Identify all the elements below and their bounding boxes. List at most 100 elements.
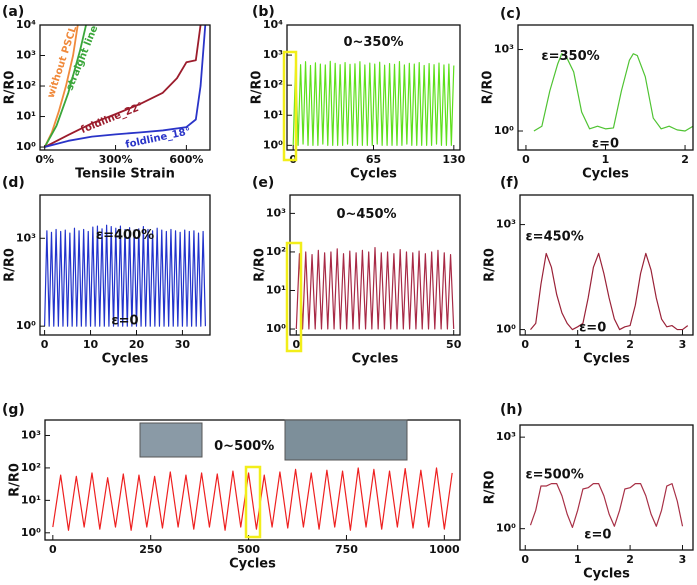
annotation: 0~350% xyxy=(343,35,403,50)
x-tick-label: 600% xyxy=(169,153,203,166)
x-tick-label: 1 xyxy=(574,553,582,566)
annotation: ε=0 xyxy=(584,528,611,543)
annotation: ε=0 xyxy=(111,314,138,329)
x-axis-label: Cycles xyxy=(350,167,397,182)
x-tick-label: 750 xyxy=(335,543,358,556)
x-axis-label: Cycles xyxy=(583,567,630,582)
annotation: ε=0 xyxy=(579,321,606,336)
plot-frame xyxy=(44,419,461,541)
y-tick-label: 10³ xyxy=(494,43,514,56)
y-tick-label: 10³ xyxy=(16,49,36,62)
annotation: ε=350% xyxy=(541,49,599,64)
highlight-box xyxy=(244,465,262,539)
y-tick-label: 10³ xyxy=(266,206,286,219)
y-axis-label: R/R0 xyxy=(481,71,496,105)
y-tick-label: 10³ xyxy=(496,218,516,231)
y-tick-label: 10⁰ xyxy=(494,124,514,137)
highlight-box xyxy=(285,241,303,353)
annotation: ε=0 xyxy=(592,136,619,151)
series-line xyxy=(44,25,207,148)
y-axis-label: R/R0 xyxy=(3,71,18,105)
series-line xyxy=(533,53,693,132)
x-tick-label: 300% xyxy=(99,153,133,166)
panel-label: (g) xyxy=(2,402,25,418)
y-axis-label: R/R0 xyxy=(483,248,498,282)
y-tick-label: 10³ xyxy=(496,430,516,443)
y-tick-label: 10² xyxy=(21,461,41,474)
x-tick-label: 500 xyxy=(237,543,260,556)
y-tick-label: 10⁴ xyxy=(263,18,283,31)
photo xyxy=(284,419,408,461)
panel-label: (e) xyxy=(252,175,274,191)
series-line xyxy=(44,25,202,148)
y-axis-label: R/R0 xyxy=(483,471,498,505)
y-tick-label: 10⁰ xyxy=(496,323,516,336)
y-tick-label: 10³ xyxy=(16,231,36,244)
y-tick-label: 10⁰ xyxy=(21,526,41,539)
y-tick-label: 10⁰ xyxy=(16,140,36,153)
x-tick-label: 0 xyxy=(522,153,530,166)
panel-label: (b) xyxy=(252,4,275,20)
y-tick-label: 10⁰ xyxy=(266,322,286,335)
series-line xyxy=(529,483,684,529)
y-tick-label: 10³ xyxy=(21,428,41,441)
x-tick-label: 250 xyxy=(139,543,162,556)
panel-label: (c) xyxy=(500,6,521,22)
series-line xyxy=(43,25,87,148)
x-tick-label: 0% xyxy=(35,153,54,166)
panel: (e) 10⁰ 10¹ 10² 10³ 0 50 Cycles R/R0 0~450% xyxy=(252,175,462,367)
plot-frame xyxy=(519,194,694,336)
x-tick-label: 65 xyxy=(366,153,381,166)
panel: (d) 10⁰ 10³ 0 10 20 30 Cycles R/R0 ε=400% ε=0 xyxy=(2,175,211,367)
y-tick-label: 10⁰ xyxy=(263,138,283,151)
panel-label: (h) xyxy=(500,402,523,418)
y-axis-label: R/R0 xyxy=(3,248,18,282)
y-tick-label: 10² xyxy=(266,245,286,258)
annotation: 0~500% xyxy=(214,439,274,454)
panel-label: (f) xyxy=(500,175,519,191)
highlight-box xyxy=(282,50,298,162)
y-tick-label: 10⁰ xyxy=(496,522,516,535)
y-tick-label: 10¹ xyxy=(266,283,286,296)
y-axis-label: R/R0 xyxy=(250,71,265,105)
panel-label: (a) xyxy=(2,4,24,20)
plot-frame xyxy=(39,24,211,151)
series-line xyxy=(295,246,455,330)
x-tick-label: 20 xyxy=(129,338,145,351)
series-line xyxy=(43,224,207,327)
x-axis-label: Cycles xyxy=(102,352,149,367)
x-tick-label: 30 xyxy=(175,338,191,351)
y-tick-label: 10² xyxy=(263,78,283,91)
x-tick-label: 2 xyxy=(626,338,634,351)
y-tick-label: 10⁴ xyxy=(16,18,36,31)
y-tick-label: 10⁰ xyxy=(16,319,36,332)
x-axis-label: Cycles xyxy=(229,557,276,572)
series-line xyxy=(52,467,453,531)
x-tick-label: 3 xyxy=(679,553,687,566)
panel: (g) 10⁰ 10¹ 10² 10³ 0 250 500 750 1000 Cycles R/R0 0… xyxy=(2,402,461,572)
panel-label: (d) xyxy=(2,175,25,191)
x-tick-label: 0 xyxy=(521,338,529,351)
x-tick-label: 1000 xyxy=(429,543,460,556)
series-line xyxy=(292,60,455,146)
panel: (c) 10⁰ 10³ 0 1 2 Cycles R/R0 ε=350% ε=0 xyxy=(481,6,694,182)
y-tick-label: 10¹ xyxy=(16,110,36,123)
x-tick-label: 1 xyxy=(602,153,610,166)
x-tick-label: 0 xyxy=(521,553,529,566)
x-tick-label: 0 xyxy=(292,338,300,351)
y-tick-label: 10¹ xyxy=(263,108,283,121)
x-tick-label: 3 xyxy=(679,338,687,351)
x-tick-label: 1 xyxy=(574,338,582,351)
panel: (h) 10⁰ 10³ 0 1 2 3 Cycles R/R0 ε=500% ε=0 xyxy=(483,402,694,582)
annotation: 0~450% xyxy=(336,207,396,222)
annotation: ε=400% xyxy=(96,228,154,243)
annotation: ε=500% xyxy=(525,468,583,483)
plot-frame xyxy=(39,194,211,336)
x-axis-label: Cycles xyxy=(583,352,630,367)
x-axis-label: Cycles xyxy=(352,352,399,367)
x-tick-label: 50 xyxy=(446,338,462,351)
x-tick-label: 10 xyxy=(83,338,99,351)
plot-frame xyxy=(289,194,461,336)
x-tick-label: 0 xyxy=(49,543,57,556)
